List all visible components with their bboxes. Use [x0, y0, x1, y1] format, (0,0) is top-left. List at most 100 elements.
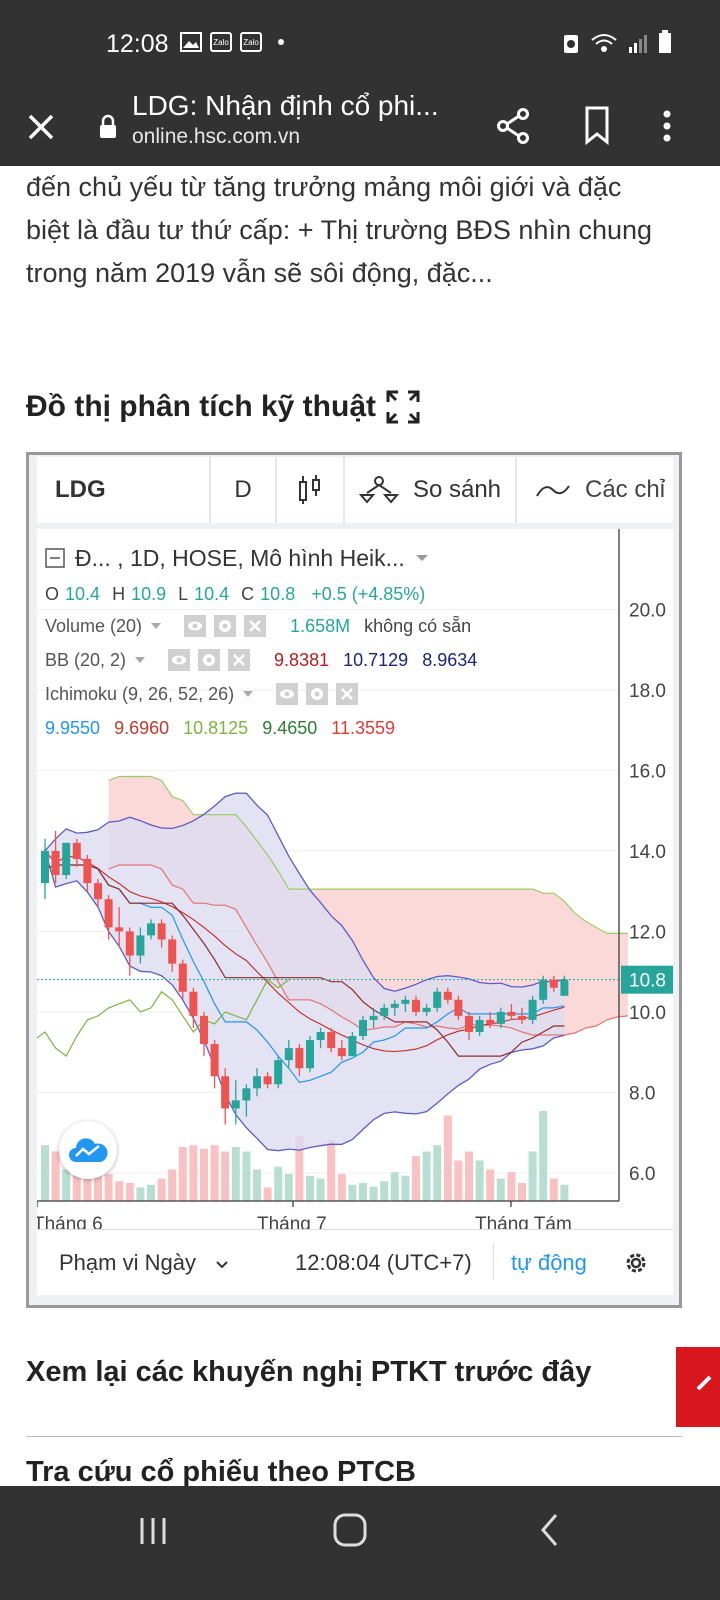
interval-button[interactable]: D: [211, 457, 277, 523]
volume-bar: [242, 1151, 251, 1201]
symbol-button[interactable]: LDG: [37, 457, 211, 523]
volume-bar: [157, 1178, 166, 1201]
bookmark-icon[interactable]: [583, 100, 611, 154]
auto-scale-button[interactable]: tự động: [511, 1250, 587, 1275]
recommendations-link[interactable]: Xem lại các khuyến nghị PTKT trước đây: [26, 1356, 592, 1388]
volume-bar: [210, 1145, 219, 1201]
eye-icon[interactable]: [168, 649, 191, 671]
wifi-icon: [591, 34, 617, 52]
candle-body: [284, 1048, 293, 1061]
legend-title[interactable]: Đ... , 1D, HOSE, Mô hình Heik...: [75, 544, 405, 571]
candle-body: [263, 1076, 272, 1085]
chevron-down-icon[interactable]: [215, 1260, 229, 1270]
volume-bar: [465, 1151, 473, 1201]
candle-body: [115, 927, 124, 932]
candle-body: [433, 991, 442, 1008]
lock-icon: [100, 114, 116, 138]
chevron-down-icon[interactable]: [242, 690, 254, 698]
candle-body: [528, 999, 537, 1020]
range-select[interactable]: Phạm vi Ngày: [59, 1250, 196, 1275]
candle-body: [94, 883, 102, 900]
chart-plot[interactable]: 20.0 18.0 16.0 14.0 12.0 10.0 8.0 6.0 Tháng 6 Thá…: [0, 529, 673, 1235]
gear-icon[interactable]: [198, 649, 221, 671]
section-title: Đồ thị phân tích kỹ thuật: [26, 390, 420, 424]
volume-bar: [104, 1174, 113, 1201]
cloud-chart-icon: [69, 1138, 108, 1162]
chart-svg[interactable]: 20.0 18.0 16.0 14.0 12.0 10.0 8.0 6.0 Tháng 6 Thá…: [0, 529, 673, 1235]
notification-icons: Zalo Zalo: [180, 32, 284, 52]
volume-bar: [221, 1151, 230, 1201]
x-tick-label: Tháng Tám: [475, 1214, 572, 1229]
footer-divider: [493, 1244, 494, 1280]
candle-body: [136, 935, 145, 956]
candle-body: [231, 1100, 240, 1109]
volume-bar: [94, 1165, 102, 1201]
tradingview-logo[interactable]: [59, 1121, 117, 1179]
eye-icon[interactable]: [276, 683, 299, 705]
volume-bar: [401, 1175, 410, 1201]
candle-body: [337, 1048, 346, 1057]
gear-icon[interactable]: [306, 683, 329, 705]
lookup-link[interactable]: Tra cứu cổ phiếu theo PTCB: [26, 1456, 416, 1488]
gear-icon[interactable]: [623, 1250, 649, 1276]
volume-bar: [125, 1183, 134, 1201]
ichimoku-row: Ichimoku (9, 26, 52, 26): [45, 677, 515, 711]
volume-bar: [295, 1136, 304, 1201]
candle-body: [454, 999, 463, 1016]
chevron-down-icon[interactable]: [150, 622, 162, 630]
back-icon[interactable]: [538, 1512, 562, 1548]
collapse-icon[interactable]: [45, 548, 65, 568]
y-tick-label: 6.0: [629, 1164, 655, 1185]
volume-bar: [486, 1169, 495, 1201]
close-icon[interactable]: [228, 649, 251, 671]
volume-bar: [433, 1145, 442, 1201]
volume-bar: [412, 1156, 420, 1201]
close-icon[interactable]: [244, 615, 267, 637]
chart-widget: LDG D So sánh Các chỉ: [0, 452, 682, 1308]
page-host[interactable]: online.hsc.com.vn: [132, 125, 301, 148]
chart-toolbar: LDG D So sánh Các chỉ: [37, 457, 673, 523]
volume-bar: [284, 1174, 293, 1201]
more-vert-icon[interactable]: [660, 100, 674, 154]
page-title[interactable]: LDG: Nhận định cổ phi...: [132, 90, 439, 121]
home-icon[interactable]: [332, 1512, 368, 1548]
eye-icon[interactable]: [184, 615, 207, 637]
battery-icon: [659, 30, 671, 53]
volume-bar: [136, 1187, 145, 1201]
status-time: 12:08: [106, 30, 169, 58]
volume-bar: [359, 1183, 367, 1201]
volume-bar: [348, 1184, 357, 1201]
candle-body: [518, 1015, 526, 1020]
volume-bar: [62, 1169, 71, 1201]
volume-bar: [41, 1145, 49, 1201]
compare-button[interactable]: So sánh: [345, 457, 517, 523]
chevron-down-icon[interactable]: [415, 553, 429, 563]
candle-body: [380, 1007, 389, 1016]
close-icon[interactable]: [26, 100, 56, 154]
ohlc-row: O 10.4 H 10.9 L 10.4 C 10.8 +0.5 (+4.85%): [45, 583, 426, 604]
share-icon[interactable]: [496, 100, 530, 154]
candle-body: [316, 1031, 325, 1041]
candle-body: [178, 963, 187, 992]
candle-body: [200, 1015, 208, 1045]
candle-body: [412, 999, 420, 1012]
article-excerpt: đến chủ yếu từ tăng trưởng mảng môi giới…: [26, 172, 653, 288]
side-tab[interactable]: [676, 1347, 720, 1427]
chevron-down-icon[interactable]: [134, 656, 146, 664]
indicators-button[interactable]: Các chỉ: [517, 457, 673, 523]
compare-icon: [358, 476, 399, 504]
close-icon[interactable]: [336, 683, 359, 705]
recent-apps-icon[interactable]: [136, 1514, 170, 1548]
candle-body: [72, 842, 81, 859]
volume-bar: [422, 1151, 431, 1201]
last-price-tag: [621, 965, 673, 994]
chart-type-button[interactable]: [277, 457, 345, 523]
volume-bar: [274, 1166, 283, 1201]
volume-bar: [51, 1151, 60, 1201]
fullscreen-icon[interactable]: [386, 390, 420, 424]
candle-body: [41, 850, 49, 884]
candle-body: [359, 1019, 367, 1037]
volume-row: Volume (20) 1.658M không có sẵn: [45, 615, 472, 637]
x-tick-label: Tháng 7: [257, 1214, 327, 1229]
gear-icon[interactable]: [214, 615, 237, 637]
